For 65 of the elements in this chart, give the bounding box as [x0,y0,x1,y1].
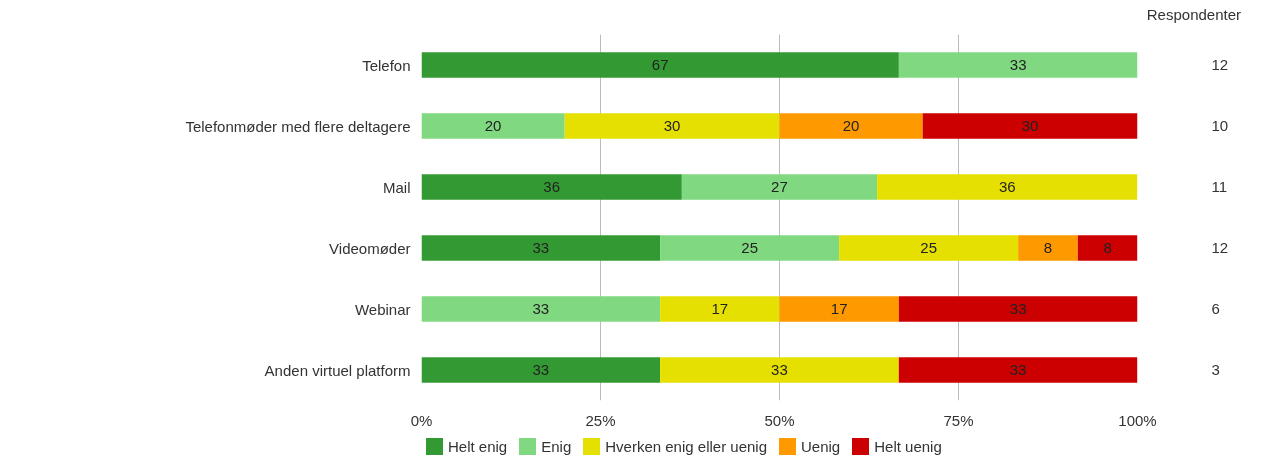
data-label: 25 [741,239,758,256]
data-label: 8 [1103,239,1112,256]
bar [922,113,1138,139]
x-tick-label: 75% [943,411,974,429]
bar [779,296,899,322]
data-label: 17 [830,300,848,317]
data-label: 30 [663,117,681,134]
y-tick-label: Mail [383,178,411,196]
data-label: 33 [771,361,788,378]
x-tick-label: 50% [764,411,795,429]
legend-label: Uenig [801,437,841,457]
text: 12 [1211,239,1229,256]
legend-label: Helt enig [448,437,508,457]
bar [564,113,780,139]
data-label: 25 [920,239,937,256]
bar [898,52,1138,78]
text: 12 [1211,56,1229,73]
bar [660,357,899,383]
bar [421,174,682,200]
data-label: 20 [842,117,860,134]
data-label: 67 [651,56,669,73]
text: 3 [1211,361,1220,378]
bar [898,357,1138,383]
bar [1018,235,1078,261]
text: Respondenter [1146,5,1241,25]
data-label: 33 [1009,56,1027,73]
bar [421,235,661,261]
data-label: 30 [1021,117,1039,134]
x-tick-label: 25% [585,411,616,429]
y-tick-label: Telefonmøder med flere deltagere [185,117,411,135]
data-label: 33 [532,361,550,378]
data-label: 33 [532,239,550,256]
bar [681,174,878,200]
x-tick-label: 100% [1118,411,1157,429]
legend-label: Helt uenig [874,437,942,457]
data-label: 36 [998,178,1016,195]
bar [421,113,565,139]
data-label: 36 [543,178,561,195]
y-tick-label: Telefon [362,56,411,74]
x-tick-label: 0% [410,411,433,429]
y-tick-label: Webinar [354,300,411,318]
text: 11 [1211,178,1228,195]
bar [877,174,1138,200]
bar [421,296,661,322]
data-label: 33 [532,300,550,317]
bar [421,52,899,78]
bar [839,235,1019,261]
text: 10 [1211,117,1229,134]
data-label: 27 [771,178,788,195]
data-label: 33 [1009,300,1027,317]
legend-label: Hverken enig eller uenig [605,437,767,457]
bar [898,296,1138,322]
bar [660,296,780,322]
bar [1077,235,1138,261]
text: 6 [1211,300,1220,317]
bar [779,113,923,139]
bar [421,357,661,383]
data-label: 8 [1043,239,1053,256]
legend-label: Enig [541,437,572,457]
data-label: 17 [711,300,729,317]
data-label: 33 [1009,361,1027,378]
data-label: 20 [484,117,502,134]
bar [660,235,840,261]
y-tick-label: Anden virtuel platform [264,361,411,379]
y-tick-label: Videomøder [329,239,411,257]
